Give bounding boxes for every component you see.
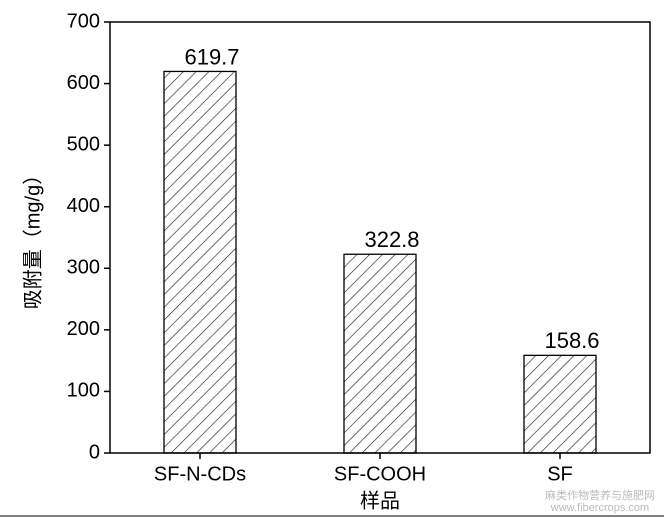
x-tick-label: SF-COOH <box>334 463 426 485</box>
y-tick-label: 500 <box>67 133 100 155</box>
bar <box>163 70 237 454</box>
x-tick-label: SF <box>547 463 573 485</box>
data-label: 619.7 <box>184 44 239 69</box>
bar <box>343 253 417 454</box>
y-tick-label: 300 <box>67 257 100 279</box>
data-label: 322.8 <box>364 227 419 252</box>
watermark: www.fibercrops.com <box>550 502 649 514</box>
y-tick-label: 0 <box>89 441 100 463</box>
x-tick-label: SF-N-CDs <box>154 463 246 485</box>
bar <box>523 354 597 454</box>
x-axis-label: 样品 <box>360 489 400 512</box>
y-axis-label: 吸附量（mg/g） <box>21 165 44 309</box>
data-label: 158.6 <box>544 328 599 353</box>
y-tick-label: 200 <box>67 318 100 340</box>
watermark: 麻类作物营养与施肥网 <box>545 488 655 502</box>
y-tick-label: 100 <box>67 380 100 402</box>
y-tick-label: 700 <box>67 10 100 32</box>
y-tick-label: 600 <box>67 72 100 94</box>
y-tick-label: 400 <box>67 195 100 217</box>
